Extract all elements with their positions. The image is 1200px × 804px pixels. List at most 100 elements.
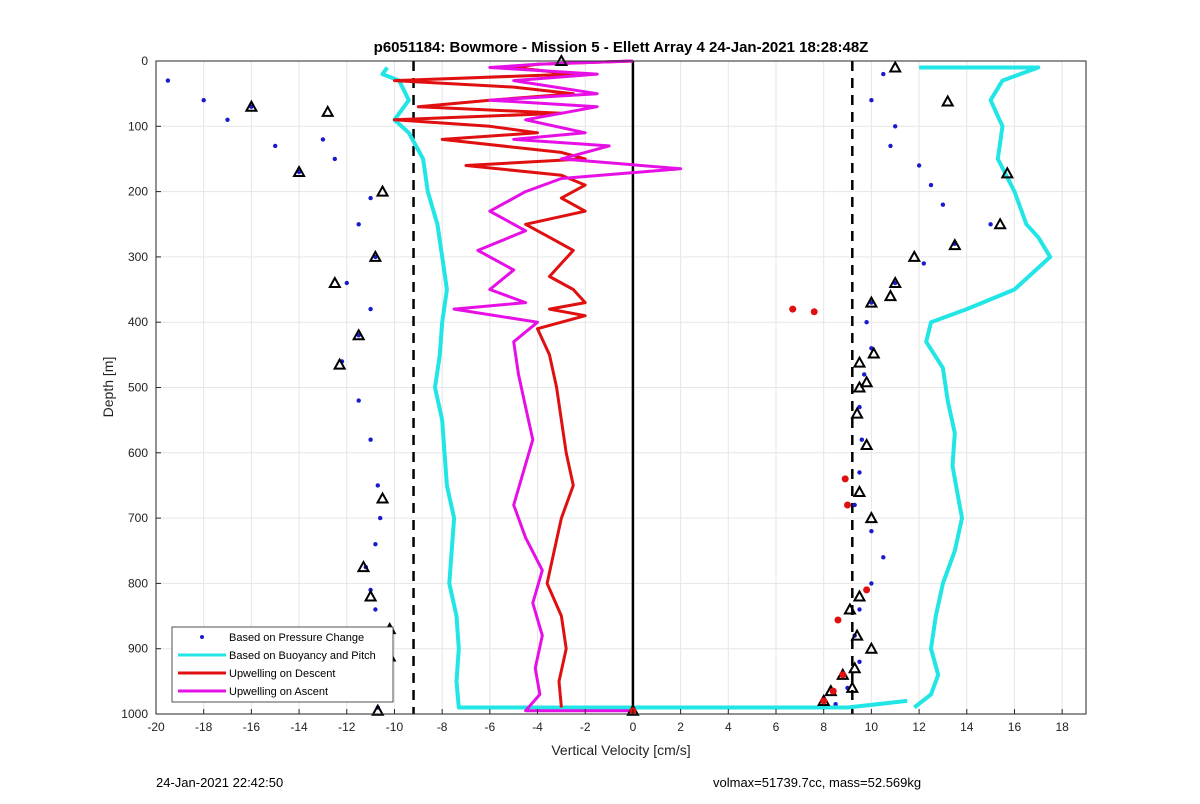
red-marker-point [841, 475, 849, 483]
triangle-marker [292, 164, 306, 178]
triangle-marker [864, 295, 879, 308]
pressure-data-point [859, 437, 864, 442]
x-tick-label: 8 [820, 720, 827, 734]
triangle-marker [850, 406, 864, 419]
x-tick-label: 16 [1008, 720, 1022, 734]
pressure-data-point [881, 555, 886, 560]
red-marker-point [789, 305, 797, 313]
triangle-marker [993, 217, 1007, 230]
triangle-marker [1000, 166, 1015, 179]
pressure-data-point [881, 71, 886, 77]
x-axis-label: Vertical Velocity [cm/s] [551, 742, 690, 758]
legend-label-pressure: Based on Pressure Change [229, 632, 364, 644]
triangle-marker [368, 249, 383, 262]
legend-entry-buoyancy: Based on Buoyancy and Pitch [178, 650, 376, 662]
pressure-data-point [833, 702, 838, 707]
red-marker-point [839, 671, 847, 679]
axis-ticks: -20 -18 -16 -14 -12 -10 -8 -6 -4 -2 0 2 4 6 8 10 12 14 16 1… [121, 54, 1069, 734]
pressure-data-point [368, 195, 373, 201]
red-marker-point [834, 616, 842, 624]
pressure-data-point [375, 483, 380, 488]
footer-timestamp: 24-Jan-2021 22:42:50 [156, 775, 283, 790]
pressure-data-point [368, 437, 373, 442]
x-tick-label: 12 [912, 720, 926, 734]
pressure-data-point [368, 306, 373, 312]
y-tick-label: 700 [128, 511, 148, 525]
pressure-data-point [869, 98, 874, 103]
pressure-data-point [857, 470, 862, 475]
triangle-marker [845, 680, 860, 693]
x-tick-label: -16 [243, 720, 261, 734]
chart-title: p6051184: Bowmore - Mission 5 - Ellett A… [374, 39, 869, 56]
x-tick-label: -8 [437, 720, 448, 734]
series-line-3-points [452, 59, 683, 713]
pressure-data-point [373, 607, 378, 612]
x-tick-label: 6 [773, 720, 780, 734]
plot-area: -20 -18 -16 -14 -12 -10 -8 -6 -4 -2 0 2 4 6 8 10 12 14 16 1… [121, 53, 1087, 734]
red-marker-point [863, 586, 871, 594]
triangle-marker [375, 491, 390, 504]
pressure-data-point [893, 124, 898, 129]
y-axis-label: Depth [m] [100, 357, 116, 418]
pressure-data-point [888, 143, 893, 149]
triangle-marker [852, 355, 867, 368]
triangle-marker [363, 589, 378, 602]
x-tick-label: -14 [290, 720, 308, 734]
pressure-data-point [378, 515, 383, 521]
red-marker-point [820, 697, 828, 705]
x-tick-label: -2 [580, 720, 591, 734]
triangle-marker [888, 275, 902, 289]
triangle-marker [850, 628, 864, 641]
pressure-data-point [225, 117, 230, 123]
y-tick-label: 500 [128, 381, 148, 395]
triangle-marker [852, 380, 867, 393]
triangle-marker [356, 560, 371, 573]
pressure-data-point [869, 529, 874, 534]
legend-entry-ascent: Upwelling on Ascent [178, 686, 328, 698]
pressure-data-point [928, 182, 934, 188]
x-tick-label: 2 [677, 720, 684, 734]
triangle-marker [328, 275, 342, 289]
x-tick-label: 4 [725, 720, 732, 734]
pressure-data-point [320, 137, 326, 142]
x-tick-label: 14 [960, 720, 974, 734]
legend-entry-pressure: Based on Pressure Change [200, 632, 364, 644]
triangle-marker [948, 238, 962, 251]
legend-swatch-pressure [200, 635, 204, 639]
grid [155, 60, 1086, 715]
y-tick-label: 800 [128, 576, 148, 590]
triangle-marker [375, 184, 390, 197]
legend: Based on Pressure Change Based on Buoyan… [171, 626, 394, 703]
series-line-1-descent [380, 66, 908, 710]
pressure-data-point [273, 143, 278, 149]
pressure-data-point [332, 156, 337, 162]
y-tick-label: 600 [128, 446, 148, 460]
x-tick-label: -20 [147, 720, 165, 734]
pressure-data-point [165, 78, 171, 83]
series-line-1-ascent [913, 65, 1053, 710]
pressure-data-point [201, 98, 206, 103]
triangle-marker [320, 104, 335, 117]
x-tick-label: -4 [532, 720, 543, 734]
triangle-marker [907, 249, 922, 262]
legend-label-buoyancy: Based on Buoyancy and Pitch [229, 650, 376, 662]
triangle-marker [852, 589, 867, 602]
red-marker-point [829, 687, 837, 695]
triangle-marker [859, 375, 874, 388]
triangle-marker [867, 346, 881, 359]
triangle-marker [888, 60, 902, 73]
pressure-data-point [869, 581, 874, 586]
triangle-marker [883, 289, 898, 302]
pressure-data-point [857, 659, 862, 664]
x-tick-label: 0 [630, 720, 637, 734]
y-tick-label: 900 [128, 642, 148, 656]
reference-lines [412, 61, 854, 714]
triangle-marker [859, 437, 874, 450]
triangle-marker [351, 328, 366, 341]
triangle-marker [864, 511, 879, 524]
pressure-data-point [940, 202, 946, 207]
triangle-marker [371, 703, 385, 716]
triangle-marker [843, 602, 857, 615]
pressure-data-point [862, 372, 867, 377]
